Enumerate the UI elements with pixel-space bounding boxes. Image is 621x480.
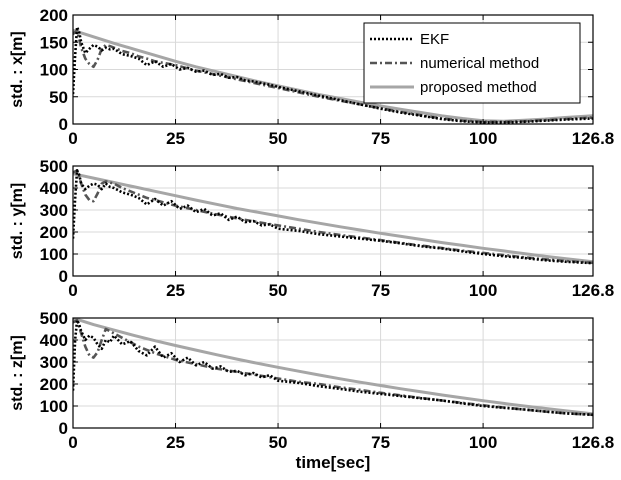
x-tick-label: 25 [166,281,185,300]
legend-entry-label: EKF [420,31,449,48]
legend-entry-label: numerical method [420,55,539,72]
x-tick-label: 0 [68,433,77,452]
x-tick-label: 50 [269,281,288,300]
legend: EKF numerical method proposed method [363,22,581,104]
x-tick-label: 0 [68,281,77,300]
y-tick-label: 100 [40,61,68,80]
x-tick-label: 100 [469,281,497,300]
y-tick-label: 400 [40,179,68,198]
y-tick-label: 200 [40,375,68,394]
series-line-ekf [73,318,593,417]
x-tick-label: 126.8 [572,281,615,300]
y-axis-label: std. : x[m] [9,31,26,107]
plot-area [73,318,593,428]
y-axis-label: std. : z[m] [9,335,26,411]
x-tick-label: 126.8 [572,433,615,452]
x-tick-label: 100 [469,129,497,148]
y-tick-label: 150 [40,33,68,52]
x-tick-label: 75 [371,281,390,300]
x-tick-label: 75 [371,129,390,148]
series-line-ekf [73,25,593,124]
y-tick-label: 400 [40,331,68,350]
y-tick-label: 300 [40,201,68,220]
plot-area [73,166,593,276]
y-axis-label: std. : y[m] [9,183,26,259]
series-line-proposed-method [73,318,593,416]
y-tick-label: 100 [40,245,68,264]
x-tick-label: 0 [68,129,77,148]
series-line-ekf [73,169,593,265]
x-tick-label: 25 [166,129,185,148]
x-axis-label: time[sec] [296,453,371,472]
y-tick-label: 0 [59,419,68,438]
chart-panels: 0 25 50 75 100 126.8 0 50 100 150 200 std. : x[m] EK… [9,6,614,472]
x-tick-label: 100 [469,433,497,452]
axes-box [72,165,594,277]
legend-entry-label: proposed method [420,79,537,96]
y-tick-label: 200 [40,223,68,242]
y-tick-label: 100 [40,397,68,416]
chart-panel-1: 0 25 50 75 100 126.8 0 50 100 150 200 std. : x[m] EK… [9,6,614,148]
x-tick-label: 75 [371,433,390,452]
x-tick-label: 25 [166,433,185,452]
y-tick-label: 300 [40,353,68,372]
y-tick-label: 500 [40,309,68,328]
y-tick-label: 50 [49,88,68,107]
series-line-proposed-method [73,172,593,264]
axes-box [72,317,594,429]
x-tick-label: 50 [269,433,288,452]
y-tick-label: 0 [59,115,68,134]
x-tick-label: 126.8 [572,129,615,148]
y-tick-label: 500 [40,157,68,176]
series-line-numerical-method [73,28,593,124]
y-tick-label: 0 [59,267,68,286]
x-tick-label: 50 [269,129,288,148]
y-tick-label: 200 [40,6,68,25]
